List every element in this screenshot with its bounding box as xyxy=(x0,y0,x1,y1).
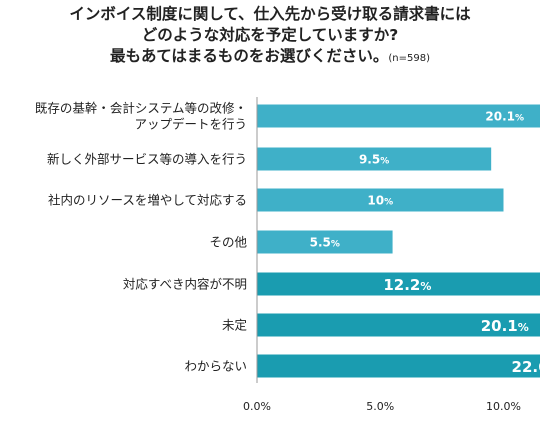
title-line-3-text: 最もあてはまるものをお選びください。 xyxy=(110,47,389,65)
bar-4 xyxy=(257,272,540,296)
bar-5 xyxy=(257,313,540,337)
bar-1 xyxy=(257,147,492,171)
value-number-6: 22.6 xyxy=(512,358,540,376)
bar-2 xyxy=(257,188,504,212)
value-unit-3: % xyxy=(331,240,340,250)
bar-6 xyxy=(257,354,540,378)
value-number-1: 9.5 xyxy=(359,153,380,167)
title-line-1: インボイス制度に関して、仕入先から受け取る請求書には xyxy=(69,5,471,23)
category-label-4-0: 対応すべき内容が不明 xyxy=(123,277,247,292)
category-label-0-0: 既存の基幹・会計システム等の改修・ xyxy=(35,101,247,116)
x-tick-0: 0.0% xyxy=(243,400,271,413)
value-number-3: 5.5 xyxy=(310,236,331,250)
title-line-3: 最もあてはまるものをお選びください。(n=598) xyxy=(0,46,540,69)
chart-title: インボイス制度に関して、仕入先から受け取る請求書には どのような対応を予定してい… xyxy=(0,4,540,69)
category-label-6-0: わからない xyxy=(184,359,247,374)
value-label-1: 9.5% xyxy=(359,153,389,167)
value-label-0: 20.1% xyxy=(485,110,524,124)
value-label-4: 12.2% xyxy=(383,276,431,294)
category-label-3-0: その他 xyxy=(209,235,247,250)
x-tick-1: 5.0% xyxy=(366,400,394,413)
value-label-3: 5.5% xyxy=(310,236,340,250)
value-number-2: 10 xyxy=(367,194,384,208)
value-number-5: 20.1 xyxy=(481,317,518,335)
value-unit-1: % xyxy=(380,157,389,167)
value-unit-0: % xyxy=(515,114,524,124)
bar-0 xyxy=(257,104,540,128)
value-unit-5: % xyxy=(518,321,529,334)
category-label-0-1: アップデートを行う xyxy=(134,117,247,132)
x-tick-2: 10.0% xyxy=(486,400,521,413)
category-label-5-0: 未定 xyxy=(222,318,247,333)
value-unit-2: % xyxy=(384,198,393,208)
bar-3 xyxy=(257,230,393,254)
title-line-2: どのような対応を予定していますか? xyxy=(141,26,399,44)
category-label-2-0: 社内のリソースを増やして対応する xyxy=(48,193,247,208)
value-label-2: 10% xyxy=(367,194,393,208)
value-number-0: 20.1 xyxy=(485,110,515,124)
value-label-6: 22.6% xyxy=(512,358,540,376)
value-number-4: 12.2 xyxy=(383,276,420,294)
sample-size: (n=598) xyxy=(388,53,430,64)
value-unit-4: % xyxy=(420,280,431,293)
value-label-5: 20.1% xyxy=(481,317,529,335)
category-label-1-0: 新しく外部サービス等の導入を行う xyxy=(47,152,247,167)
